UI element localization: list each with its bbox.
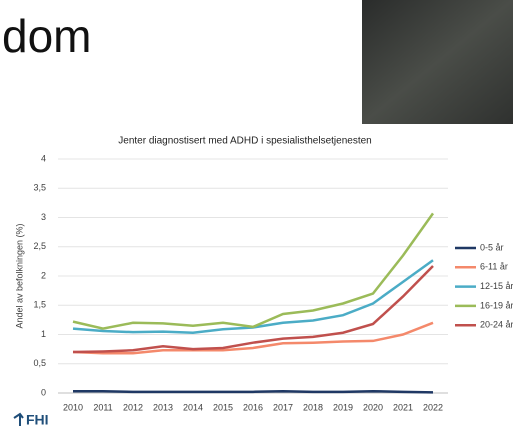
legend-label: 16-19 år [480, 300, 513, 310]
y-tick-label: 2,5 [33, 241, 46, 251]
y-tick-label: 1 [41, 329, 46, 339]
x-tick-label: 2015 [213, 402, 233, 412]
y-tick-label: 3,5 [33, 183, 46, 193]
x-tick-label: 2012 [123, 402, 143, 412]
y-tick-label: 0 [41, 387, 46, 397]
series-line [72, 321, 434, 355]
x-tick-label: 2014 [183, 402, 203, 412]
y-axis-label: Andel av befolkningen (%) [14, 223, 24, 328]
x-tick-label: 2020 [363, 402, 383, 412]
series-line [72, 265, 434, 354]
chart-title: Jenter diagnostisert med ADHD i spesiali… [118, 136, 371, 147]
y-tick-label: 1,5 [33, 300, 46, 310]
y-tick-label: 3 [41, 212, 46, 222]
y-tick-label: 2 [41, 270, 46, 280]
photo [362, 0, 513, 124]
x-tick-label: 2010 [63, 402, 83, 412]
series-line [72, 212, 435, 330]
x-tick-label: 2016 [243, 402, 263, 412]
y-tick-label: 4 [41, 153, 46, 163]
y-tick-label: 0,5 [33, 358, 46, 368]
x-tick-label: 2018 [303, 402, 323, 412]
legend-label: 20-24 år [480, 320, 513, 330]
series-line [73, 389, 434, 394]
x-tick-label: 2019 [333, 402, 353, 412]
x-tick-label: 2017 [273, 402, 293, 412]
logo: FHI [13, 412, 49, 428]
logo-text: FHI [26, 412, 49, 428]
legend-label: 6-11 år [480, 262, 508, 272]
x-tick-label: 2013 [153, 402, 173, 412]
x-tick-label: 2022 [423, 402, 443, 412]
legend-label: 0-5 år [480, 242, 504, 252]
logo-mark [13, 412, 24, 426]
series-line [72, 259, 434, 334]
legend-label: 12-15 år [480, 281, 513, 291]
heading: dom [2, 10, 91, 62]
x-tick-label: 2021 [393, 402, 413, 412]
x-tick-label: 2011 [93, 402, 112, 412]
